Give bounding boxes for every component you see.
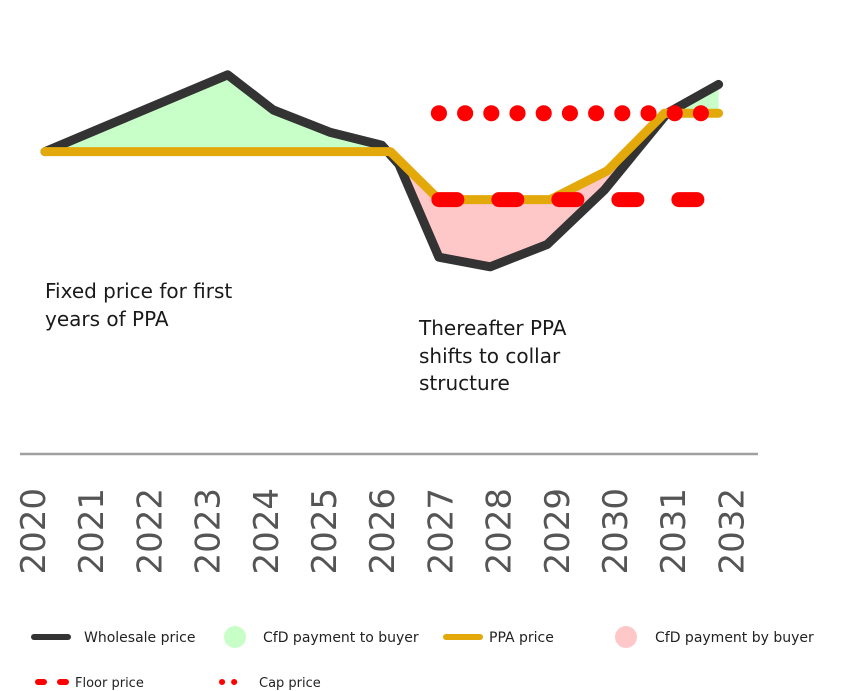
x-tick-label: 2026: [363, 488, 403, 575]
x-tick-label: 2020: [14, 488, 54, 575]
x-tick-label: 2022: [130, 488, 170, 575]
cfd-payment-by-buyer-area: [388, 113, 668, 267]
annotation-fixed-line-1: Fixed price for first: [45, 279, 232, 303]
legend-cfd-by-buyer-label: CfD payment by buyer: [655, 630, 814, 646]
annotation-collar-line-1: Thereafter PPA: [418, 316, 567, 340]
annotation-fixed-line-2: years of PPA: [45, 307, 169, 331]
x-tick-label: 2027: [421, 488, 461, 575]
annotation-collar-line-2: shifts to collar: [419, 344, 561, 368]
x-tick-label: 2029: [538, 488, 578, 575]
x-tick-label: 2028: [480, 488, 520, 575]
legend-cfd-to-buyer-swatch: [224, 626, 246, 648]
cfd-payment-to-buyer-area: [46, 74, 388, 152]
x-tick-label: 2024: [247, 488, 287, 575]
x-tick-labels: 2020 2021 2022 2023 2024 2025 2026 2027 2028 2029…: [14, 488, 752, 575]
x-tick-label: 2021: [72, 488, 112, 575]
x-tick-label: 2031: [654, 488, 694, 575]
legend-cfd-by-buyer-swatch: [615, 626, 637, 648]
wholesale-price-line: [40, 70, 724, 272]
legend: Wholesale price CfD payment to buyer PPA…: [31, 626, 814, 691]
legend-cap-label: Cap price: [259, 676, 321, 691]
annotation-collar-line-3: structure: [419, 371, 510, 395]
x-tick-label: 2025: [305, 488, 345, 575]
legend-ppa-label: PPA price: [489, 630, 554, 646]
legend-floor-label: Floor price: [75, 676, 144, 691]
x-tick-label: 2023: [189, 488, 229, 575]
series-lines: [40, 70, 731, 272]
legend-cfd-to-buyer-label: CfD payment to buyer: [263, 630, 419, 646]
x-tick-label: 2032: [712, 488, 752, 575]
legend-wholesale-label: Wholesale price: [84, 630, 195, 646]
x-tick-label: 2030: [596, 488, 636, 575]
ppa-price-line: [40, 108, 724, 205]
